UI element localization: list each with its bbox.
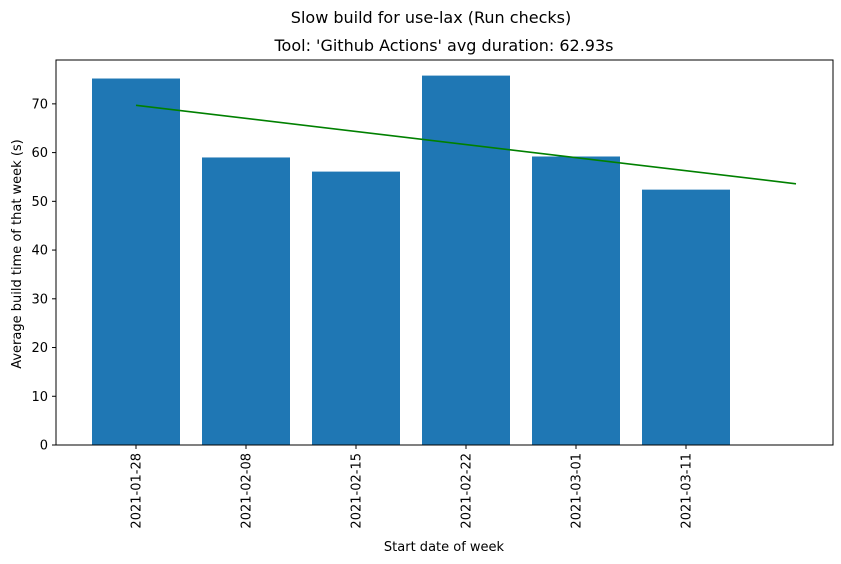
x-tick-label: 2021-02-08 xyxy=(240,453,255,529)
bar xyxy=(642,189,730,445)
y-tick-label: 70 xyxy=(31,97,48,112)
y-tick-label: 60 xyxy=(31,146,48,161)
plot-frame xyxy=(55,59,834,446)
y-axis-label: Average build time of that week (s) xyxy=(10,139,25,369)
y-tick-label: 10 xyxy=(31,390,48,405)
chart-title: Tool: 'Github Actions' avg duration: 62.… xyxy=(274,36,614,55)
bar xyxy=(202,157,290,445)
trend-line xyxy=(135,104,797,185)
bar xyxy=(422,75,510,445)
chart-suptitle: Slow build for use-lax (Run checks) xyxy=(291,8,571,27)
bar xyxy=(92,78,180,446)
x-axis-label: Start date of week xyxy=(384,540,505,555)
y-tick-label: 20 xyxy=(31,341,48,356)
x-tick-label: 2021-02-22 xyxy=(460,453,475,529)
bar xyxy=(532,156,620,446)
y-tick-label: 50 xyxy=(31,195,48,210)
x-tick-label: 2021-01-28 xyxy=(130,453,145,529)
x-tick-label: 2021-03-11 xyxy=(680,453,695,529)
y-tick-label: 0 xyxy=(40,439,48,454)
x-tick-label: 2021-03-01 xyxy=(570,453,585,529)
y-tick-label: 40 xyxy=(31,244,48,259)
bar xyxy=(312,171,400,446)
y-tick-label: 30 xyxy=(31,292,48,307)
x-tick-label: 2021-02-15 xyxy=(350,453,365,529)
plot-area: 0 10 20 30 40 50 60 70 2021-01-28 2021-02-08 2021-… xyxy=(31,59,834,529)
